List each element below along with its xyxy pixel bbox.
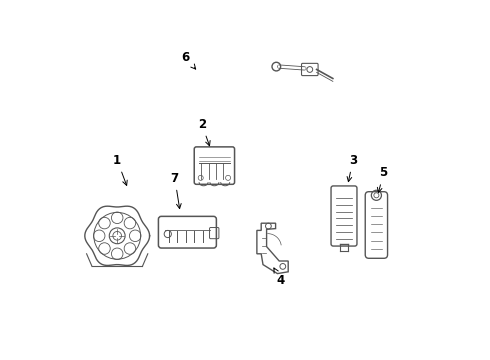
- Text: 3: 3: [347, 154, 357, 181]
- Text: 1: 1: [113, 154, 127, 185]
- Text: 5: 5: [377, 166, 388, 193]
- Text: 2: 2: [198, 118, 210, 146]
- Text: 6: 6: [181, 51, 196, 69]
- Text: 4: 4: [274, 268, 285, 287]
- Text: 7: 7: [171, 172, 181, 208]
